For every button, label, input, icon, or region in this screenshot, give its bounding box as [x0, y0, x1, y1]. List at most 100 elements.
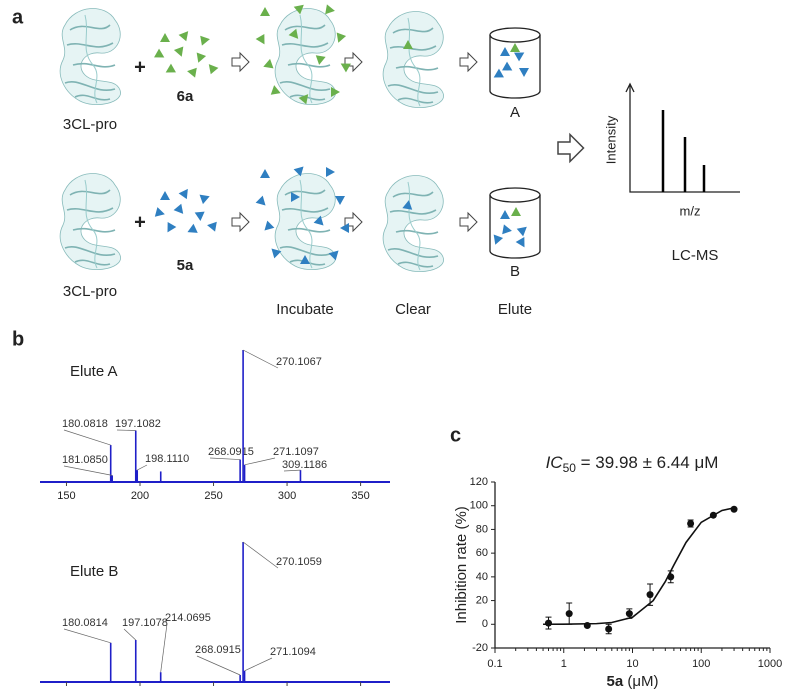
ligand	[167, 222, 177, 233]
x-tick-label: 150	[57, 490, 75, 502]
label: Incubate	[276, 301, 334, 318]
ligand	[502, 224, 512, 235]
y-tick-label: 0	[482, 618, 488, 630]
ligand	[154, 207, 165, 217]
ligand	[331, 87, 340, 97]
ligand	[315, 55, 326, 65]
y-tick-label: 100	[470, 500, 488, 512]
leader	[283, 469, 301, 472]
ligand	[326, 167, 335, 177]
arrow	[231, 52, 250, 72]
ligand	[178, 188, 188, 200]
data-point	[544, 619, 552, 627]
y-tick-label: 40	[476, 571, 488, 583]
leader	[160, 623, 168, 673]
ligand	[500, 47, 510, 56]
data-point	[730, 505, 738, 513]
x-label-part: (μM)	[623, 673, 658, 690]
peak-label: 268.0915	[208, 446, 254, 458]
title-part: 50	[563, 461, 577, 475]
axes	[494, 482, 770, 649]
inset-peaks	[661, 110, 706, 192]
title-part: IC	[546, 453, 564, 472]
peak-label: 214.0695	[165, 612, 211, 624]
label: 5a	[177, 257, 194, 274]
ligand	[291, 192, 300, 202]
spectrum-title: Elute B	[70, 563, 118, 580]
protein	[274, 7, 337, 106]
ligand	[313, 215, 324, 226]
ligand	[196, 52, 207, 63]
x-tick-label: 10	[626, 658, 638, 670]
panel-label: b	[12, 328, 24, 350]
ligand	[160, 33, 170, 42]
data-point	[625, 610, 633, 618]
ligand	[298, 94, 309, 105]
y-tick-label: 80	[476, 523, 488, 535]
peak-label: 180.0818	[62, 418, 108, 430]
ligand	[340, 223, 349, 233]
data-point	[667, 573, 675, 581]
data-point	[687, 520, 695, 527]
ligand	[502, 61, 513, 71]
ligand	[160, 191, 170, 200]
leader	[244, 657, 273, 672]
ligand	[178, 31, 189, 42]
title-part: = 39.98 ± 6.44 μM	[576, 453, 718, 472]
peak-label: 271.1097	[273, 446, 319, 458]
ligand	[340, 63, 351, 73]
leader	[63, 628, 111, 644]
ligand	[173, 203, 184, 214]
peak-label: 270.1067	[276, 356, 322, 368]
vial	[489, 187, 541, 259]
data-point	[583, 621, 591, 629]
ligand	[293, 166, 304, 177]
ligand	[493, 68, 504, 78]
x-tick-label: 350	[351, 690, 369, 691]
ligand	[500, 210, 510, 219]
ligand	[187, 223, 198, 233]
label: A	[510, 104, 520, 121]
data-point	[565, 610, 573, 618]
leader	[63, 429, 111, 446]
leader	[137, 464, 148, 471]
peak-label: 197.1078	[122, 617, 168, 629]
ligand	[516, 226, 527, 237]
leader	[242, 541, 279, 569]
ligand	[514, 52, 525, 62]
ligand	[260, 7, 270, 16]
protein	[382, 10, 445, 109]
label: Clear	[395, 301, 431, 318]
y-tick-label: 20	[476, 594, 488, 606]
label: Intensity	[603, 115, 618, 164]
ligand	[300, 255, 310, 264]
x-tick-label: 100	[692, 658, 710, 670]
diagram: 3CL-pro 3CL-pro + + 6a 5a A B Incubate C…	[59, 4, 740, 318]
ligand	[263, 58, 274, 69]
inset-axes	[625, 82, 635, 93]
data-point	[605, 625, 613, 633]
leader	[209, 457, 241, 460]
ligand	[187, 67, 197, 78]
ligand	[515, 237, 525, 248]
arrow	[557, 133, 585, 163]
fit-curve	[543, 507, 735, 626]
peak-label: 309.1186	[282, 459, 327, 471]
ligand	[519, 68, 529, 77]
ligand	[288, 28, 299, 39]
label: 6a	[177, 88, 194, 105]
peak-label: 271.1094	[270, 646, 316, 658]
label: +	[134, 211, 146, 233]
ligand	[199, 194, 210, 205]
ligand	[270, 85, 281, 95]
ligand	[264, 220, 275, 231]
label: LC-MS	[672, 247, 719, 264]
peak-label: 268.0915	[195, 644, 241, 656]
panel-label: c	[450, 424, 461, 446]
y-tick-label: 120	[470, 476, 488, 488]
ligand	[335, 196, 345, 205]
arrow	[231, 212, 250, 232]
panel-label: a	[12, 6, 24, 28]
x-tick-label: 200	[131, 490, 149, 502]
y-tick-label: -20	[472, 642, 488, 654]
